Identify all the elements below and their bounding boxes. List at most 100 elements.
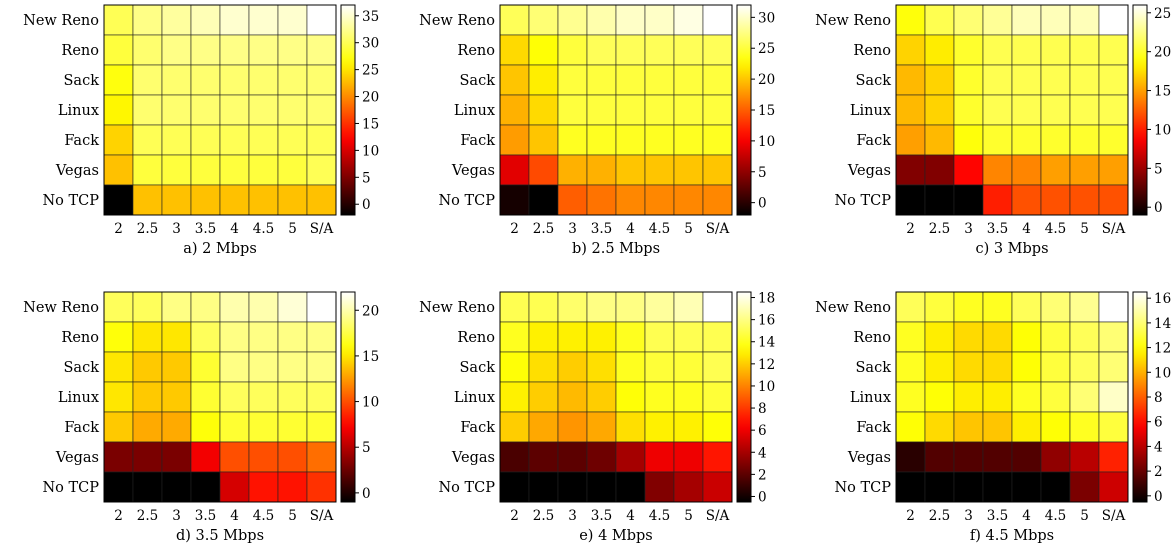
heatmap-cell: [306, 441, 337, 473]
heatmap-cell: [586, 321, 617, 353]
heatmap-cell: [132, 321, 163, 353]
heatmap-cell: [644, 321, 675, 353]
heatmap-cell: [586, 471, 617, 503]
heatmap-cell: [702, 291, 733, 323]
heatmap-cell: [1098, 94, 1129, 126]
heatmap-cell: [161, 154, 192, 186]
heatmap-cell: [103, 441, 134, 473]
heatmap-cell: [924, 4, 955, 36]
heatmap-cell: [1098, 471, 1129, 503]
heatmap-cell: [615, 381, 646, 413]
heatmap-cell: [895, 4, 926, 36]
column-label: 3.5: [591, 508, 612, 524]
column-label: 4.5: [253, 221, 274, 237]
heatmap-cell: [219, 351, 250, 383]
colorbar-tick-label: 0: [362, 486, 371, 502]
heatmap-cell: [615, 64, 646, 96]
heatmap-cell: [1098, 351, 1129, 383]
column-label: 2: [114, 221, 123, 237]
heatmap-cell: [248, 4, 279, 36]
heatmap-cell: [953, 64, 984, 96]
heatmap-cell: [586, 4, 617, 36]
heatmap-cell: [499, 291, 530, 323]
column-label: 3: [172, 508, 181, 524]
heatmap-cell: [1040, 381, 1071, 413]
heatmap-cell: [982, 471, 1013, 503]
heatmap-cell: [1011, 124, 1042, 156]
heatmap-cell: [277, 124, 308, 156]
heatmap-cell: [557, 471, 588, 503]
column-label: 5: [288, 508, 297, 524]
heatmap-cell: [895, 184, 926, 216]
column-label: 3.5: [195, 508, 216, 524]
heatmap-cell: [615, 4, 646, 36]
heatmap-cell: [1011, 471, 1042, 503]
heatmap-cell: [557, 184, 588, 216]
heatmap-cell: [557, 321, 588, 353]
heatmap-cell: [528, 351, 559, 383]
heatmap-cell: [1069, 411, 1100, 443]
heatmap-cell: [586, 381, 617, 413]
heatmap-cell: [1011, 94, 1042, 126]
heatmap-cell: [982, 94, 1013, 126]
heatmap-cell: [924, 411, 955, 443]
heatmap-cell: [161, 291, 192, 323]
heatmap-cell: [673, 471, 704, 503]
heatmap-cell: [557, 411, 588, 443]
heatmap-cell: [586, 34, 617, 66]
heatmap-cell: [1040, 441, 1071, 473]
heatmap-cell: [161, 411, 192, 443]
colorbar-tick-label: 15: [1154, 84, 1171, 100]
heatmap-cell: [644, 381, 675, 413]
heatmap-cell: [132, 64, 163, 96]
heatmap-cell: [615, 411, 646, 443]
heatmap-cell: [673, 154, 704, 186]
heatmap-cell: [277, 471, 308, 503]
heatmap-cell: [924, 34, 955, 66]
heatmap-cell: [982, 291, 1013, 323]
colorbar-tick-label: 12: [758, 357, 775, 373]
colorbar-tick-label: 15: [362, 349, 379, 365]
heatmap-cell: [190, 321, 221, 353]
heatmap-cell: [219, 4, 250, 36]
heatmap-cell: [895, 154, 926, 186]
heatmap-cell: [277, 411, 308, 443]
column-label: 4.5: [649, 221, 670, 237]
heatmap-cell: [895, 321, 926, 353]
colorbar-tick-label: 18: [758, 291, 775, 307]
heatmap-cell: [953, 381, 984, 413]
heatmap-cell: [1069, 381, 1100, 413]
row-label: New Reno: [419, 300, 495, 316]
heatmap-cell: [248, 154, 279, 186]
heatmap-panel-5: New Reno Reno Sack Linux Fack Vegas No TCP 2 2.5…: [419, 291, 775, 544]
heatmap-cell: [1011, 321, 1042, 353]
heatmap-cell: [277, 154, 308, 186]
heatmap-cell: [953, 411, 984, 443]
heatmap-cell: [673, 64, 704, 96]
heatmap-cell: [1098, 291, 1129, 323]
heatmap-cell: [982, 124, 1013, 156]
heatmap-cell: [953, 291, 984, 323]
heatmap-cell: [277, 321, 308, 353]
row-label: Linux: [454, 390, 495, 406]
row-label: Reno: [61, 330, 99, 346]
heatmap-cell: [895, 471, 926, 503]
heatmap-cell: [103, 351, 134, 383]
row-label: No TCP: [834, 193, 891, 209]
heatmap-cell: [702, 154, 733, 186]
heatmap-cell: [103, 411, 134, 443]
heatmap-cell: [1069, 184, 1100, 216]
heatmap-cell: [953, 441, 984, 473]
colorbar: [736, 291, 752, 503]
heatmap-cell: [615, 291, 646, 323]
heatmap-cell: [586, 124, 617, 156]
panel-caption: f) 4.5 Mbps: [970, 528, 1054, 544]
heatmap-cell: [277, 291, 308, 323]
heatmap-cell: [673, 4, 704, 36]
heatmap-cell: [615, 124, 646, 156]
row-label: Linux: [58, 390, 99, 406]
heatmap-cell: [219, 471, 250, 503]
column-label: 2: [906, 221, 915, 237]
row-label: Fack: [64, 420, 99, 436]
heatmap-cell: [586, 184, 617, 216]
